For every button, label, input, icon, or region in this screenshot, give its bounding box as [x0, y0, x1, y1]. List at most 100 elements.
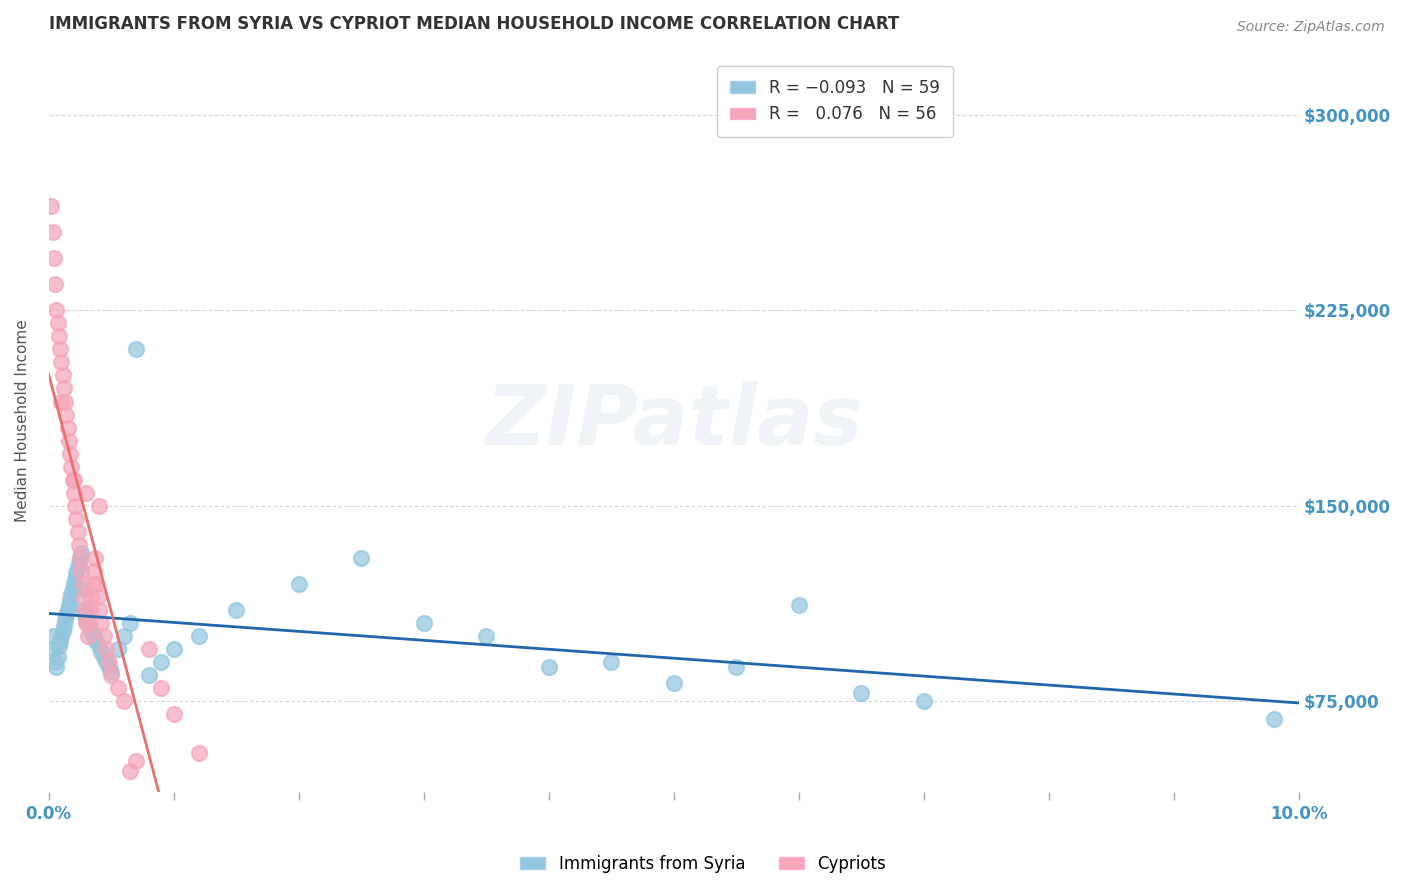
Immigrants from Syria — [725, 660, 748, 674]
Immigrants from Syria — [412, 615, 434, 630]
Text: ZIPatlas: ZIPatlas — [485, 381, 863, 461]
Immigrants from Syria — [96, 655, 118, 669]
Immigrants from Syria — [72, 582, 94, 596]
Legend: R = −0.093   N = 59, R =   0.076   N = 56: R = −0.093 N = 59, R = 0.076 N = 56 — [717, 66, 953, 136]
Immigrants from Syria — [41, 629, 63, 643]
Cypriots — [55, 408, 77, 422]
Cypriots — [62, 473, 84, 487]
Immigrants from Syria — [138, 668, 160, 682]
Immigrants from Syria — [56, 603, 79, 617]
Immigrants from Syria — [107, 642, 129, 657]
Cypriots — [112, 694, 135, 708]
Cypriots — [44, 277, 66, 292]
Cypriots — [60, 459, 83, 474]
Immigrants from Syria — [65, 566, 87, 581]
Cypriots — [187, 746, 209, 760]
Legend: Immigrants from Syria, Cypriots: Immigrants from Syria, Cypriots — [513, 848, 893, 880]
Immigrants from Syria — [77, 618, 100, 632]
Cypriots — [75, 615, 97, 630]
Cypriots — [52, 382, 75, 396]
Cypriots — [51, 368, 73, 383]
Immigrants from Syria — [225, 603, 247, 617]
Cypriots — [100, 668, 122, 682]
Cypriots — [69, 550, 91, 565]
Immigrants from Syria — [70, 546, 93, 560]
Immigrants from Syria — [80, 624, 103, 638]
Immigrants from Syria — [851, 686, 873, 700]
Immigrants from Syria — [67, 556, 90, 570]
Immigrants from Syria — [84, 634, 107, 648]
Cypriots — [86, 590, 108, 604]
Cypriots — [138, 642, 160, 657]
Text: Source: ZipAtlas.com: Source: ZipAtlas.com — [1237, 20, 1385, 34]
Cypriots — [51, 394, 73, 409]
Immigrants from Syria — [350, 550, 373, 565]
Cypriots — [107, 681, 129, 695]
Immigrants from Syria — [63, 572, 86, 586]
Immigrants from Syria — [73, 603, 96, 617]
Immigrants from Syria — [118, 615, 141, 630]
Immigrants from Syria — [787, 598, 810, 612]
Cypriots — [93, 629, 115, 643]
Cypriots — [62, 485, 84, 500]
Cypriots — [97, 655, 120, 669]
Cypriots — [62, 473, 84, 487]
Cypriots — [118, 764, 141, 779]
Cypriots — [49, 343, 72, 357]
Immigrants from Syria — [66, 561, 89, 575]
Cypriots — [73, 590, 96, 604]
Cypriots — [45, 303, 67, 318]
Cypriots — [80, 590, 103, 604]
Immigrants from Syria — [125, 343, 148, 357]
Immigrants from Syria — [48, 640, 70, 654]
Cypriots — [56, 420, 79, 434]
Immigrants from Syria — [187, 629, 209, 643]
Immigrants from Syria — [69, 550, 91, 565]
Cypriots — [75, 485, 97, 500]
Cypriots — [51, 355, 73, 369]
Cypriots — [66, 524, 89, 539]
Cypriots — [48, 329, 70, 343]
Immigrants from Syria — [42, 642, 65, 657]
Immigrants from Syria — [75, 613, 97, 627]
Cypriots — [84, 577, 107, 591]
Cypriots — [83, 564, 105, 578]
Cypriots — [72, 577, 94, 591]
Immigrants from Syria — [44, 655, 66, 669]
Text: IMMIGRANTS FROM SYRIA VS CYPRIOT MEDIAN HOUSEHOLD INCOME CORRELATION CHART: IMMIGRANTS FROM SYRIA VS CYPRIOT MEDIAN … — [49, 15, 898, 33]
Cypriots — [70, 564, 93, 578]
Immigrants from Syria — [97, 660, 120, 674]
Cypriots — [67, 538, 90, 552]
Immigrants from Syria — [49, 634, 72, 648]
Immigrants from Syria — [62, 582, 84, 596]
Immigrants from Syria — [87, 640, 110, 654]
Immigrants from Syria — [58, 598, 80, 612]
Cypriots — [150, 681, 173, 695]
Immigrants from Syria — [59, 592, 82, 607]
Immigrants from Syria — [60, 587, 83, 601]
Immigrants from Syria — [475, 629, 498, 643]
Cypriots — [73, 603, 96, 617]
Cypriots — [59, 447, 82, 461]
Cypriots — [87, 603, 110, 617]
Immigrants from Syria — [52, 618, 75, 632]
Immigrants from Syria — [83, 629, 105, 643]
Immigrants from Syria — [112, 629, 135, 643]
Immigrants from Syria — [600, 655, 623, 669]
Immigrants from Syria — [1263, 712, 1285, 726]
Immigrants from Syria — [288, 577, 311, 591]
Cypriots — [42, 252, 65, 266]
Cypriots — [65, 512, 87, 526]
Cypriots — [41, 225, 63, 239]
Cypriots — [77, 615, 100, 630]
Y-axis label: Median Household Income: Median Household Income — [15, 319, 30, 523]
Cypriots — [46, 317, 69, 331]
Cypriots — [79, 603, 101, 617]
Cypriots — [87, 499, 110, 513]
Cypriots — [58, 434, 80, 448]
Immigrants from Syria — [100, 665, 122, 680]
Immigrants from Syria — [150, 655, 173, 669]
Immigrants from Syria — [537, 660, 560, 674]
Immigrants from Syria — [51, 629, 73, 643]
Immigrants from Syria — [45, 660, 67, 674]
